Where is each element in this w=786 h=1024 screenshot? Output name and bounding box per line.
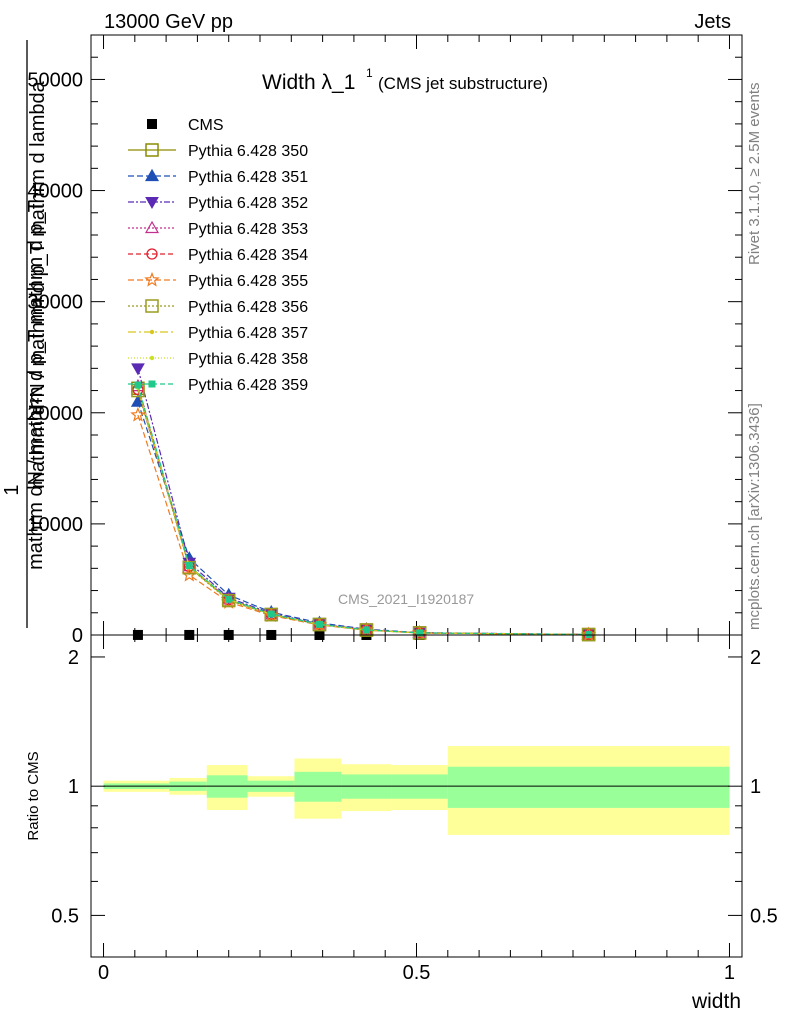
legend-label: Pythia 6.428 358: [188, 351, 308, 368]
y-tick-label: 50000: [27, 69, 83, 91]
y-tick-label: 30000: [27, 292, 83, 314]
legend-marker: [146, 248, 158, 260]
legend-marker: [149, 355, 155, 361]
y-label-numerator: 1: [1, 484, 23, 495]
header-process: Jets: [694, 11, 731, 33]
legend-label: Pythia 6.428 353: [188, 221, 308, 238]
legend-label: Pythia 6.428 357: [188, 325, 308, 342]
ratio-y-tick-label: 1: [68, 776, 79, 798]
legend-marker: [145, 299, 159, 313]
x-axis-label: width: [691, 990, 741, 1013]
data-point: [263, 607, 280, 623]
y-label-fraction: mathrm d²N / mathrm d p_T mathrm d lambd…: [27, 80, 49, 488]
legend-label: Pythia 6.428 351: [188, 169, 308, 186]
legend-marker: [148, 380, 156, 388]
y-tick-label: 10000: [27, 514, 83, 536]
y-tick-label: 20000: [27, 403, 83, 425]
legend-label: Pythia 6.428 359: [188, 377, 308, 394]
ratio-y-tick-label-right: 1: [750, 776, 761, 798]
data-point: [221, 593, 236, 608]
rivet-version-label: Rivet 3.1.10, ≥ 2.5M events: [746, 83, 763, 266]
y-tick-label: 0: [72, 625, 83, 647]
ratio-x-ticks: 0 0.5 1: [98, 635, 735, 984]
legend-marker: [144, 220, 160, 234]
data-point: [134, 381, 142, 389]
data-point: [182, 561, 197, 575]
data-point: [362, 626, 370, 634]
data-point: [181, 566, 198, 582]
ratio-y-tick-label-right: 2: [750, 647, 761, 669]
data-point: [225, 595, 233, 603]
y-tick-label: 40000: [27, 181, 83, 203]
y-label-denominator: mathrm dN / mathrm d p_T mathrm d p_T: [25, 200, 47, 570]
ratio-y-tick-label: 0.5: [51, 905, 79, 927]
chart-subtitle: (CMS jet substructure): [378, 74, 548, 93]
legend-label: Pythia 6.428 350: [188, 143, 308, 160]
legend-label: Pythia 6.428 355: [188, 273, 308, 290]
main-y-ticks: 0 10000 20000 30000 40000 50000: [27, 34, 742, 647]
data-point: [315, 620, 323, 628]
main-panel: 0 10000 20000 30000 40000 50000 Width λ_1 1 (…: [27, 34, 743, 647]
ratio-y-label: Ratio to CMS: [25, 751, 42, 840]
ratio-band-inner: [447, 766, 730, 808]
main-y-label: mathrm d²N / mathrm d p_T mathrm d lambd…: [1, 40, 49, 628]
legend-label: Pythia 6.428 354: [188, 247, 308, 264]
series-line: [137, 384, 589, 636]
legend-marker: [149, 329, 155, 335]
header-energy: 13000 GeV pp: [104, 11, 233, 33]
legend-marker: [144, 271, 160, 287]
chart-title: Width λ_1: [262, 71, 355, 94]
ratio-panel: 0.5 0.51 12 2 0 0.5 1 Ratio to CMS: [25, 634, 778, 984]
data-point: [185, 562, 193, 570]
mcplots-label: mcplots.cern.ch [arXiv:1306.3436]: [746, 403, 763, 630]
legend-label: CMS: [188, 117, 224, 134]
legend-label: Pythia 6.428 352: [188, 195, 308, 212]
analysis-watermark: CMS_2021_I1920187: [338, 591, 474, 607]
legend-marker: [147, 119, 157, 129]
main-series-group: [130, 363, 597, 642]
x-tick-label: 0.5: [403, 962, 431, 984]
ratio-bands: [103, 746, 730, 835]
data-point: [267, 610, 275, 618]
chart-title-superscript: 1: [366, 66, 373, 80]
x-tick-label: 1: [724, 962, 735, 984]
legend: CMS Pythia 6.428 350 Pythia 6.428 351 Pythi…: [128, 117, 308, 394]
legend-marker: [145, 143, 159, 157]
ratio-band-inner: [294, 771, 342, 802]
x-tick-label: 0: [98, 962, 109, 984]
data-point: [220, 594, 237, 609]
ratio-y-tick-label: 2: [68, 647, 79, 669]
ratio-y-ticks: 0.5 0.5 1 1 2 2: [51, 647, 778, 927]
data-point: [130, 406, 146, 422]
data-point: [416, 629, 424, 637]
legend-label: Pythia 6.428 356: [188, 299, 308, 316]
ratio-y-tick-label-right: 0.5: [750, 905, 778, 927]
data-point: [131, 363, 145, 376]
legend-marker: [145, 197, 159, 210]
legend-marker: [144, 168, 160, 182]
